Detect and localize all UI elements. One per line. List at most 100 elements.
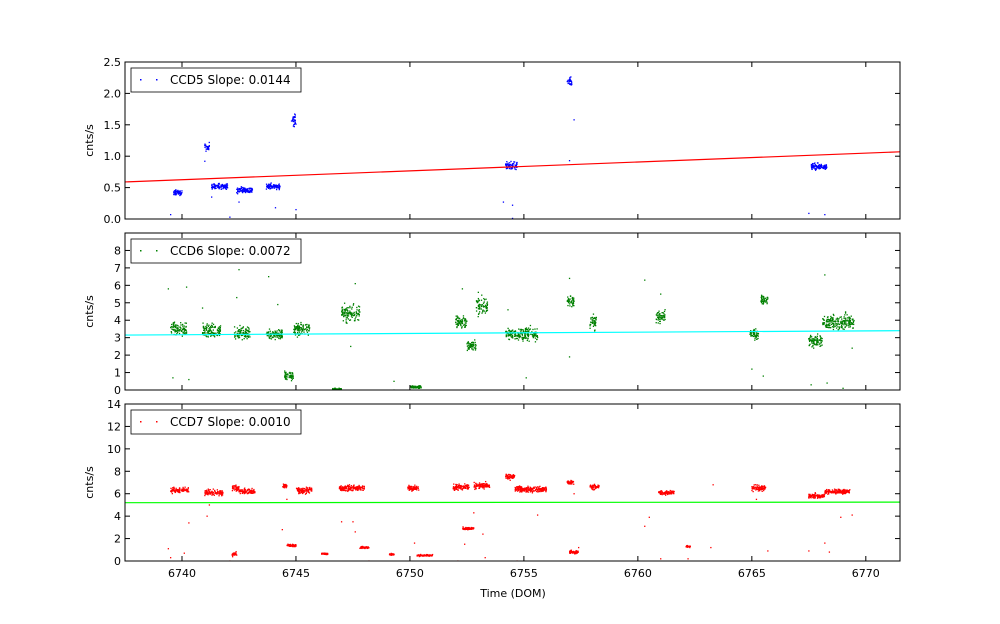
- data-point: [294, 120, 296, 122]
- data-point: [237, 334, 240, 336]
- data-point: [212, 323, 215, 325]
- data-point: [206, 324, 208, 326]
- data-point: [280, 331, 282, 333]
- data-point: [418, 489, 420, 491]
- data-point: [590, 321, 592, 324]
- data-point: [569, 298, 571, 301]
- data-point: [529, 487, 532, 489]
- data-point: [294, 334, 297, 336]
- data-point: [661, 490, 663, 493]
- data-point: [453, 486, 455, 489]
- data-point: [293, 118, 295, 121]
- data-point: [304, 488, 306, 490]
- data-point: [234, 488, 236, 490]
- data-point: [840, 316, 842, 318]
- data-point: [211, 184, 213, 187]
- data-point: [349, 488, 351, 491]
- data-point: [298, 491, 300, 494]
- data-point: [184, 332, 187, 334]
- data-point: [268, 331, 270, 333]
- data-point: [480, 483, 482, 485]
- data-point: [812, 340, 814, 342]
- data-point: [520, 490, 523, 492]
- data-point: [843, 492, 845, 494]
- data-point: [344, 487, 346, 489]
- data-point: [473, 347, 476, 349]
- data-point: [830, 321, 832, 323]
- data-point: [758, 488, 760, 490]
- data-point: [481, 484, 484, 486]
- data-point: [211, 326, 213, 328]
- data-point: [833, 488, 836, 490]
- data-point: [244, 332, 246, 334]
- data-point: [242, 186, 244, 189]
- data-point: [766, 302, 768, 305]
- data-point: [244, 188, 246, 190]
- data-point: [839, 490, 842, 492]
- data-point: [416, 554, 418, 557]
- data-point: [823, 322, 825, 324]
- data-point: [297, 334, 300, 336]
- data-point: [458, 321, 460, 323]
- data-point: [568, 78, 571, 81]
- data-point: [347, 489, 349, 492]
- data-point: [354, 313, 356, 315]
- data-point: [221, 494, 224, 496]
- data-point: [817, 164, 820, 167]
- data-point: [452, 488, 455, 490]
- data-point: [241, 489, 243, 491]
- data-point: [211, 322, 213, 324]
- data-point: [174, 194, 177, 196]
- data-point: [484, 485, 487, 487]
- data-point: [173, 487, 175, 489]
- data-point: [572, 303, 574, 305]
- y-tick-label: 12: [107, 420, 121, 433]
- data-point: [225, 188, 228, 190]
- data-point: [363, 487, 366, 489]
- data-point: [851, 319, 854, 321]
- data-point: [572, 552, 574, 554]
- data-point: [389, 554, 392, 556]
- data-point: [217, 331, 219, 334]
- data-point: [348, 488, 351, 490]
- data-point: [756, 485, 758, 487]
- data-point: [233, 486, 235, 488]
- data-point: [837, 492, 840, 494]
- data-point: [852, 321, 855, 323]
- data-point: [482, 486, 484, 488]
- data-point: [411, 489, 414, 491]
- data-point: [844, 323, 847, 325]
- data-point: [185, 322, 188, 324]
- data-point: [842, 491, 844, 493]
- data-point: [184, 328, 186, 331]
- data-point: [240, 334, 243, 337]
- data-point: [509, 162, 511, 164]
- data-point: [507, 474, 510, 476]
- data-point: [811, 165, 814, 167]
- data-point: [811, 494, 814, 496]
- data-point: [365, 546, 367, 549]
- y-tick-label: 5: [114, 297, 121, 310]
- data-point: [835, 488, 837, 491]
- data-point: [423, 554, 426, 557]
- data-point: [185, 326, 187, 328]
- data-point: [750, 335, 752, 337]
- data-point: [248, 489, 250, 491]
- data-point: [507, 335, 510, 337]
- data-point: [844, 326, 846, 328]
- data-point: [831, 317, 833, 319]
- data-point: [284, 486, 286, 488]
- data-point: [809, 493, 811, 496]
- data-point: [829, 319, 832, 321]
- data-point: [246, 326, 249, 328]
- data-point: [184, 329, 186, 332]
- data-point: [243, 338, 245, 340]
- data-point: [350, 486, 352, 489]
- legend-box: [130, 67, 302, 93]
- data-point: [532, 336, 534, 339]
- data-point: [454, 488, 456, 490]
- data-point: [665, 491, 667, 493]
- data-point: [267, 335, 270, 337]
- data-point: [460, 320, 462, 323]
- data-point: [245, 331, 247, 334]
